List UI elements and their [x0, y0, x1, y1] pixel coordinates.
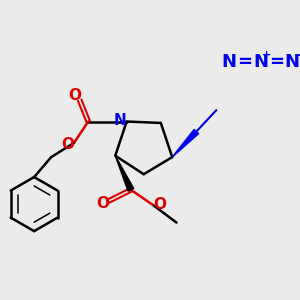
Text: O: O	[97, 196, 110, 211]
Text: -: -	[296, 49, 300, 62]
Text: =: =	[237, 53, 252, 71]
Text: O: O	[68, 88, 81, 103]
Text: +: +	[262, 50, 271, 61]
Polygon shape	[115, 156, 134, 191]
Text: N: N	[222, 53, 237, 71]
Text: N: N	[113, 112, 126, 128]
Text: =: =	[268, 53, 284, 71]
Text: O: O	[154, 197, 166, 212]
Polygon shape	[172, 129, 199, 157]
Text: O: O	[61, 137, 74, 152]
Text: N: N	[284, 53, 299, 71]
Text: N: N	[253, 53, 268, 71]
